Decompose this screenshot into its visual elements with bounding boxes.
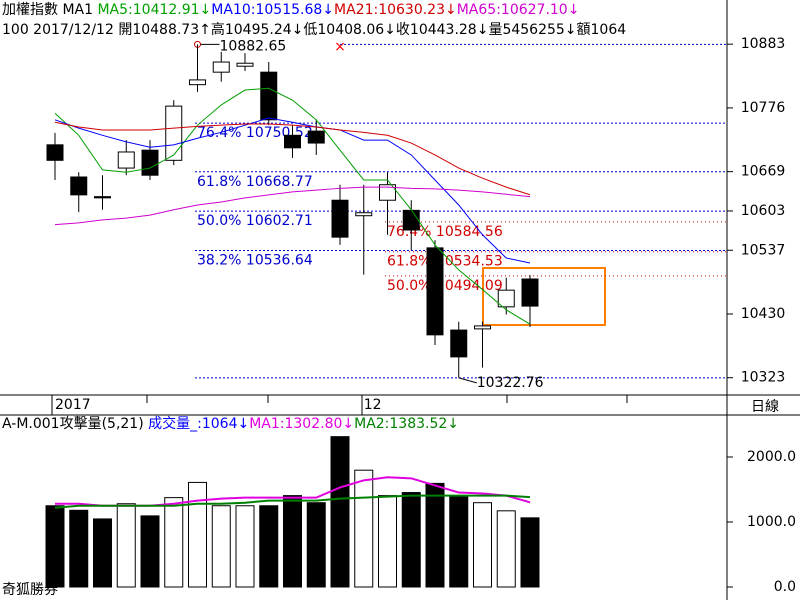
- candle-body: [497, 289, 515, 308]
- y-tick-label: 0.0: [774, 579, 796, 595]
- volume-header: A-M.001攻擊量(5,21) 成交量_:1064↓MA1:1302.80↓M…: [2, 415, 459, 433]
- high-label: 10882.65: [220, 38, 287, 54]
- candle-body: [450, 329, 468, 358]
- candle-body: [426, 247, 444, 336]
- candle-body: [189, 79, 206, 86]
- ma-line: [54, 117, 531, 264]
- x-tick-label: 12: [364, 397, 382, 413]
- candle-body: [379, 184, 396, 201]
- y-tick-label: 10883: [741, 36, 786, 52]
- retracement-label: 76.4% 10750.52: [197, 125, 313, 141]
- ma-line: [54, 186, 531, 226]
- volume-bar: [283, 495, 302, 588]
- y-tick-label: 10603: [741, 203, 786, 219]
- volume-bar: [211, 505, 231, 588]
- volume-bar: [496, 510, 516, 588]
- retracement-label: 61.8% 10668.77: [197, 174, 313, 190]
- volume-bar: [520, 517, 540, 588]
- candle-body: [141, 149, 159, 176]
- legend-entry: MA21:10630.23↓: [334, 2, 457, 18]
- volume-bar: [164, 497, 184, 588]
- y-tick-label: 2000.0: [747, 449, 796, 465]
- low-connector: [458, 377, 477, 384]
- legend-entry: MA65:10627.10↓: [456, 2, 580, 18]
- brand-label: 奇狐勝券: [2, 581, 58, 598]
- volume-title: A-M.001攻擊量(5,21): [2, 416, 144, 432]
- candle-body: [402, 209, 420, 231]
- candle-body: [355, 212, 373, 217]
- candle-body: [521, 278, 539, 307]
- volume-bar: [93, 518, 112, 588]
- candle-body: [165, 105, 183, 161]
- volume-bar: [306, 502, 326, 588]
- volume-bar: [473, 502, 492, 588]
- candle-body: [46, 144, 64, 161]
- volume-bar: [259, 505, 279, 588]
- candle-body: [94, 196, 111, 199]
- candle-body: [212, 61, 230, 73]
- candle-body: [117, 151, 135, 169]
- y-tick-label: 10776: [741, 100, 786, 116]
- volume-bar: [330, 436, 350, 588]
- volume-ma-line: [54, 494, 531, 509]
- chart-title: 加權指數 MA1: [2, 2, 94, 18]
- y-tick-label: 10537: [741, 242, 786, 258]
- volume-bar: [188, 481, 207, 588]
- candle-body: [331, 199, 349, 238]
- candle-body: [70, 176, 88, 196]
- ma-line: [54, 121, 531, 196]
- legend-entry: MA2:1383.52↓: [354, 416, 460, 432]
- volume-bar: [425, 482, 445, 588]
- period-label: 日線: [751, 399, 779, 415]
- volume-bar: [354, 469, 374, 588]
- volume-bar: [69, 509, 89, 588]
- volume-bar: [140, 515, 160, 588]
- retracement-label: 38.2% 10536.64: [197, 252, 313, 268]
- quote-line: 100 2017/12/12 開10488.73↑高10495.24↓低1040…: [2, 22, 627, 38]
- candle-body: [307, 130, 325, 144]
- y-tick-label: 10323: [741, 370, 786, 386]
- volume-bar: [116, 503, 136, 588]
- volume-bar: [401, 492, 421, 588]
- retracement-label: 50.0% 10602.71: [197, 213, 313, 229]
- volume-label: 成交量_:1064↓: [148, 416, 250, 432]
- volume-bar: [449, 495, 469, 588]
- legend-entry: MA1:1302.80↓: [249, 416, 355, 432]
- y-tick-label: 10669: [741, 164, 786, 180]
- candle-body: [260, 71, 278, 121]
- y-tick-label: 1000.0: [747, 514, 796, 530]
- ma-line: [54, 87, 531, 325]
- price-header: 加權指數 MA1 MA5:10412.91↓MA10:10515.68↓MA21…: [2, 1, 579, 19]
- candle-body: [284, 134, 301, 149]
- volume-bar: [378, 495, 397, 588]
- retracement-label: 61.8% 10534.53: [387, 254, 503, 270]
- low-label: 10322.76: [477, 375, 544, 391]
- y-tick-label: 10430: [741, 306, 786, 322]
- x-tick-label: 2017: [55, 397, 91, 413]
- highlight-box: [482, 267, 606, 326]
- legend-entry: MA10:10515.68↓: [211, 2, 334, 18]
- candle-body: [236, 62, 254, 67]
- volume-bar: [235, 505, 255, 588]
- candle-body: [474, 325, 491, 330]
- cross-marker: ×: [334, 39, 346, 55]
- volume-bar: [45, 505, 65, 588]
- legend-entry: MA5:10412.91↓: [97, 2, 212, 18]
